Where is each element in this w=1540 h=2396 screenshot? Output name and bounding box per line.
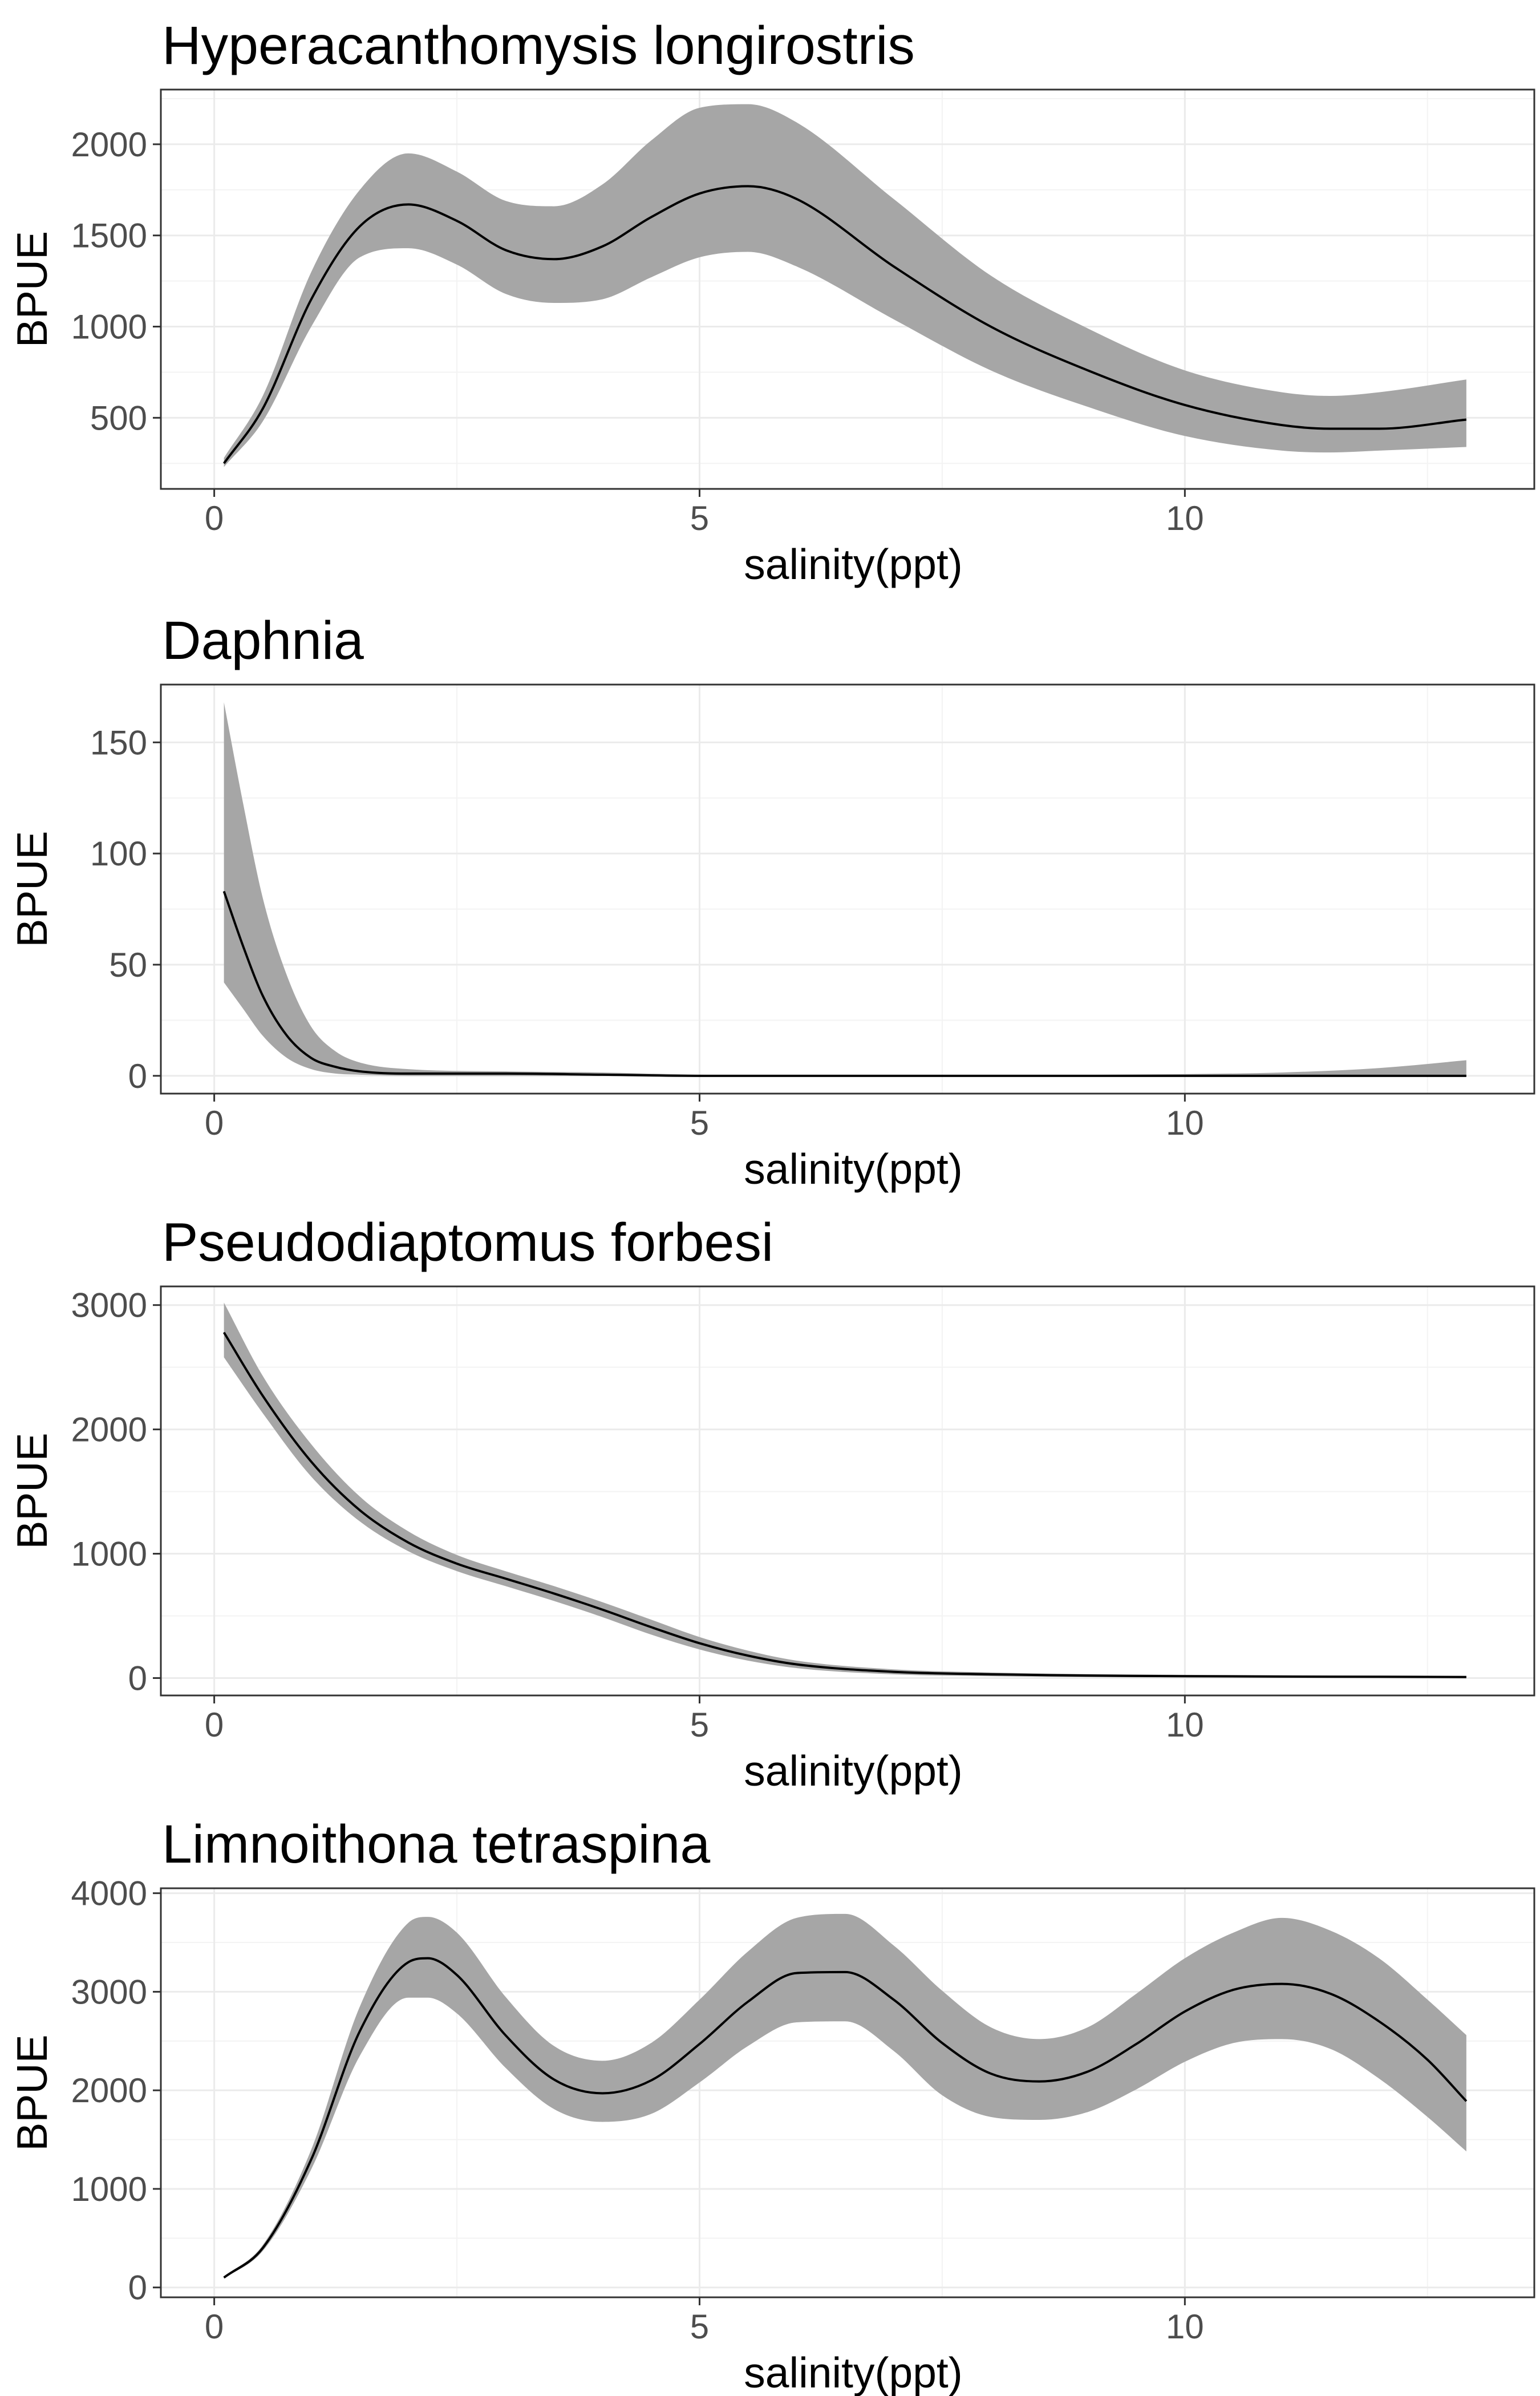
data-layer — [222, 702, 1466, 1077]
y-tick-label: 1000 — [71, 1535, 147, 1573]
panel-4: 0 5 10 0 1000 2000 3000 4000 Limnoithona tetrasp… — [8, 1814, 1535, 2396]
y-tick-label: 2000 — [71, 2071, 147, 2110]
panel-title: Pseudodiaptomus forbesi — [162, 1212, 773, 1273]
y-tick-label: 2000 — [71, 126, 147, 164]
y-tick-label: 3000 — [71, 1286, 147, 1325]
x-tick-label: 10 — [1166, 1104, 1204, 1142]
x-axis-title: salinity(ppt) — [744, 1145, 962, 1193]
y-tick-label: 150 — [90, 723, 147, 762]
panel-title: Limnoithona tetraspina — [162, 1814, 710, 1875]
x-tick-label: 5 — [690, 2308, 709, 2346]
y-tick-label: 4000 — [71, 1875, 147, 1913]
fit-line — [222, 1331, 1466, 1678]
data-layer — [222, 104, 1467, 467]
panel-title: Daphnia — [162, 610, 364, 671]
x-tick-label: 5 — [690, 1706, 709, 1744]
data-layer — [223, 1913, 1468, 2279]
y-tick-label: 1000 — [71, 2170, 147, 2208]
y-axis-title: BPUE — [8, 231, 56, 347]
y-tick-label: 2000 — [71, 1411, 147, 1449]
y-axis-title: BPUE — [8, 1432, 56, 1549]
x-tick-label: 0 — [205, 1706, 224, 1744]
fit-line — [222, 891, 1466, 1077]
y-axis-title: BPUE — [8, 2034, 56, 2151]
y-tick-label: 500 — [90, 399, 147, 437]
confidence-ribbon — [224, 104, 1466, 467]
panel-title: Hyperacanthomysis longirostris — [162, 15, 915, 76]
y-tick-label: 0 — [128, 1057, 147, 1095]
panel-border — [160, 88, 1535, 490]
plot-panel — [161, 1286, 1534, 1695]
y-tick-label: 50 — [109, 946, 147, 984]
x-tick-label: 0 — [205, 1104, 224, 1142]
y-tick-label: 1000 — [71, 308, 147, 346]
x-tick-label: 5 — [690, 1104, 709, 1142]
panel-3: 0 5 10 0 1000 2000 3000 Pseudodiaptomus forbesi… — [8, 1212, 1535, 1795]
x-tick-label: 10 — [1166, 1706, 1204, 1744]
panel-1: 0 5 10 500 1000 1500 2000 Hyperacanthomysis lon… — [8, 15, 1535, 588]
x-tick-label: 10 — [1166, 2308, 1204, 2346]
y-tick-label: 1500 — [71, 217, 147, 255]
y-tick-label: 3000 — [71, 1973, 147, 2011]
x-axis-title: salinity(ppt) — [744, 1747, 962, 1795]
x-tick-label: 10 — [1166, 499, 1204, 537]
y-tick-label: 100 — [90, 835, 147, 873]
y-tick-label: 0 — [128, 2269, 147, 2307]
confidence-ribbon — [224, 1302, 1466, 1678]
x-tick-label: 0 — [205, 2308, 224, 2346]
x-axis-title: salinity(ppt) — [744, 2349, 962, 2396]
panel-border — [160, 1887, 1535, 2298]
x-tick-label: 5 — [690, 499, 709, 537]
confidence-ribbon — [224, 1913, 1466, 2279]
x-tick-label: 0 — [205, 499, 224, 537]
fit-line — [223, 1957, 1468, 2279]
y-tick-label: 0 — [128, 1659, 147, 1697]
x-axis-title: salinity(ppt) — [744, 540, 962, 588]
data-layer — [222, 1302, 1466, 1678]
panel-border — [160, 683, 1535, 1095]
fit-line — [222, 185, 1467, 464]
panel-border — [160, 1285, 1535, 1697]
y-axis-title: BPUE — [8, 831, 56, 947]
plot-panel — [161, 685, 1534, 1094]
